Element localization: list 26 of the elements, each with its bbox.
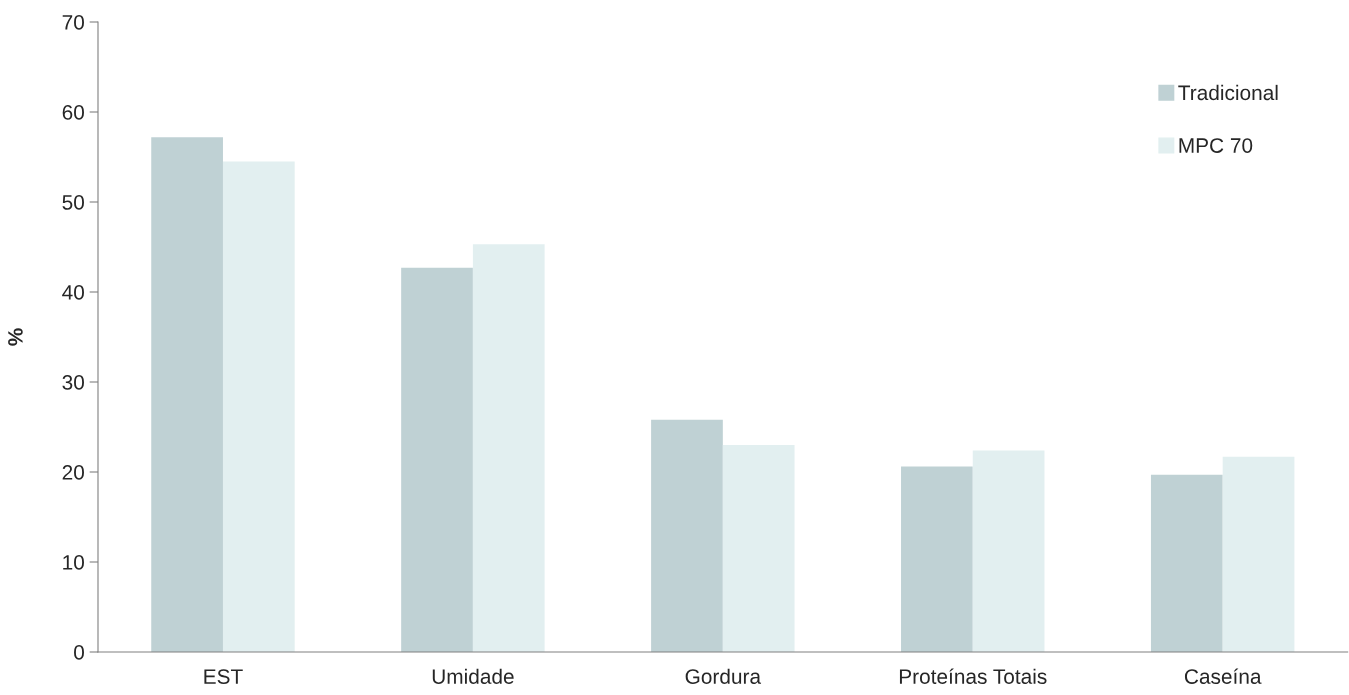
y-tick-label: 0 <box>74 645 84 660</box>
bar <box>222 161 295 652</box>
x-tick-label: Umidade <box>432 668 514 684</box>
bar <box>722 445 795 652</box>
y-tick-label: 30 <box>62 375 84 390</box>
bar <box>1222 456 1295 652</box>
y-tick-label: 50 <box>62 195 84 210</box>
bar <box>472 244 545 652</box>
x-tick-label: Gordura <box>685 668 762 684</box>
bar <box>901 466 973 652</box>
y-tick-label: 20 <box>62 465 84 480</box>
x-tick-label: EST <box>204 669 243 684</box>
y-tick-label: 10 <box>63 555 84 570</box>
legend-label: Tradicional <box>1178 84 1278 101</box>
y-tick-label: 40 <box>62 285 84 300</box>
y-axis-title: % <box>8 328 23 346</box>
bar <box>1150 474 1223 652</box>
bar <box>401 267 473 652</box>
x-tick-label: Proteínas Totais <box>899 668 1047 684</box>
bar <box>972 450 1045 652</box>
legend-label: MPC 70 <box>1179 138 1253 153</box>
y-tick-label: 70 <box>62 15 84 30</box>
y-tick-label: 60 <box>62 105 84 120</box>
bar <box>651 419 723 652</box>
x-tick-label: Caseína <box>1184 668 1262 684</box>
bar <box>151 137 223 652</box>
